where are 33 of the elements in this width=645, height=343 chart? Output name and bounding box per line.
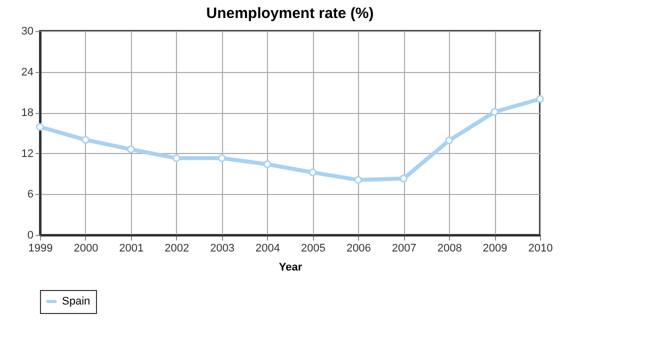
- y-tick-label: 30: [21, 26, 34, 38]
- point: [536, 95, 544, 103]
- y-tick-label: 6: [27, 188, 34, 201]
- point: [490, 108, 498, 116]
- y-tick-label: 18: [21, 107, 34, 120]
- x-tick-label: 2008: [437, 242, 462, 254]
- point: [263, 160, 272, 168]
- chart-title: Unemployment rate (%): [206, 5, 374, 22]
- x-tick-label: 2009: [482, 242, 508, 254]
- y-tick-label: 12: [21, 148, 34, 160]
- point: [354, 176, 362, 184]
- x-tick-label: 2007: [392, 242, 416, 254]
- x-axis-title: Year: [278, 262, 303, 274]
- legend-label: Spain: [62, 296, 90, 308]
- point: [400, 174, 408, 182]
- x-tick-label: 2006: [346, 242, 371, 254]
- x-tick-label: 2005: [300, 242, 326, 254]
- x-tick-label: 2002: [164, 242, 190, 254]
- point: [36, 122, 44, 131]
- point: [218, 154, 226, 162]
- x-tick-label: 2001: [119, 242, 144, 254]
- x-tick-label: 2000: [74, 242, 98, 254]
- point: [126, 145, 135, 154]
- y-tick-label: 24: [21, 66, 34, 78]
- x-tick-label: 2004: [256, 242, 280, 254]
- y-tick-label: 0: [27, 230, 34, 242]
- point: [445, 136, 454, 144]
- point: [172, 154, 180, 162]
- x-tick-label: 2010: [528, 242, 553, 254]
- x-tick-label: 1999: [28, 242, 53, 254]
- point: [308, 168, 317, 176]
- x-tick-label: 2003: [210, 242, 235, 254]
- point: [82, 136, 90, 144]
